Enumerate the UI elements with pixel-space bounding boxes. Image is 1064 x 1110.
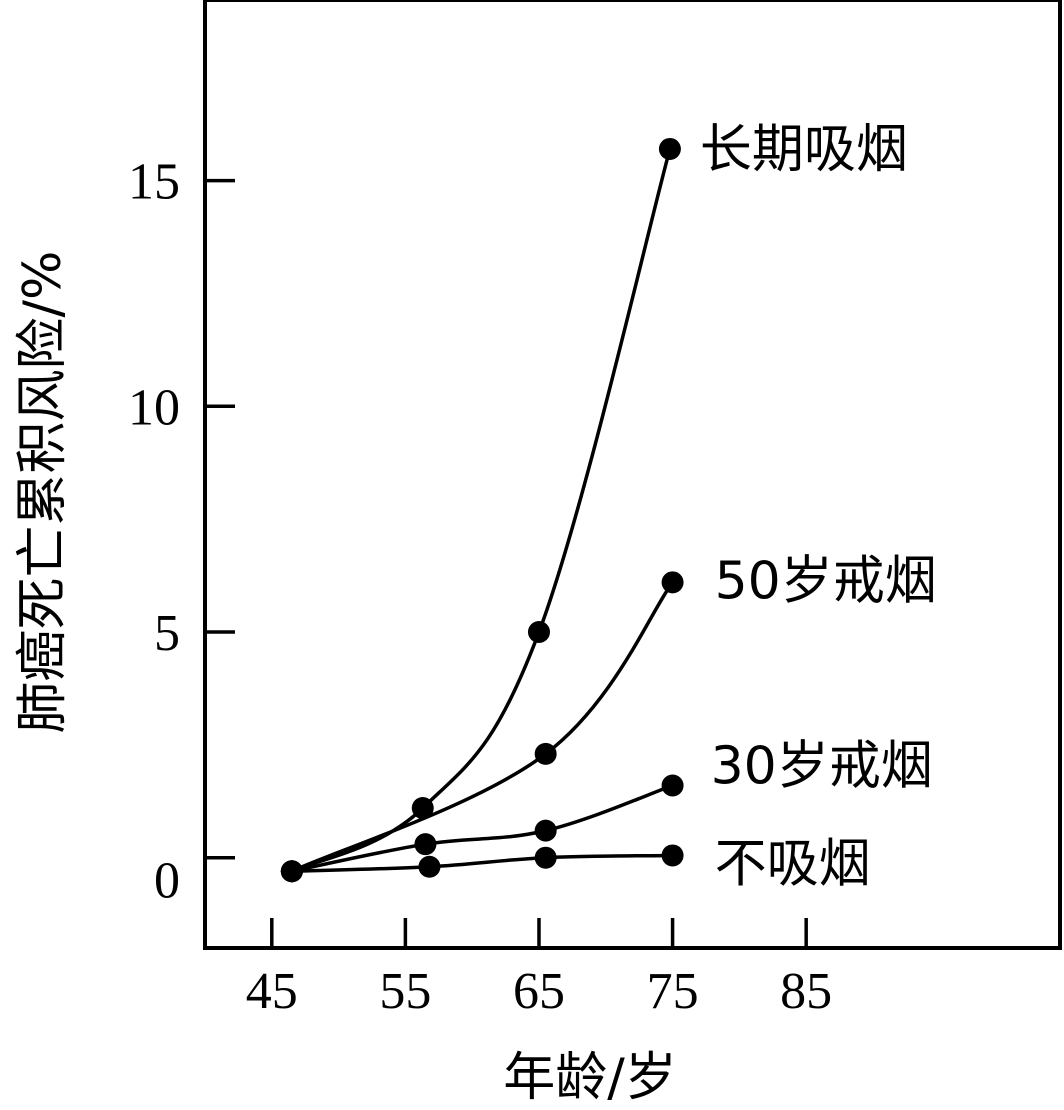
- series-2-point-2: [534, 819, 557, 842]
- x-axis-ticks: 45 55 65 75 85: [246, 918, 832, 1020]
- series-3-point-1: [418, 855, 441, 878]
- x-tick-label-85: 85: [780, 963, 832, 1020]
- series-line-3: [291, 853, 673, 874]
- x-tick-label-55: 55: [379, 963, 431, 1020]
- series-label-1: 50岁戒烟: [715, 551, 937, 611]
- series-line-1: [291, 581, 674, 873]
- x-tick-label-75: 75: [647, 963, 699, 1020]
- y-tick-label-10: 10: [128, 379, 180, 436]
- series-line-0: [291, 148, 672, 873]
- x-tick-label-65: 65: [513, 963, 565, 1020]
- series-0-point-3: [658, 137, 681, 160]
- series-label-3: 不吸烟: [715, 834, 871, 894]
- series-line-2: [291, 783, 674, 873]
- x-tick-label-45: 45: [246, 963, 298, 1020]
- series-points: [280, 137, 684, 883]
- series-0-point-1: [411, 797, 434, 820]
- series-1-point-1: [534, 742, 557, 765]
- x-axis-title: 年龄/岁: [503, 1048, 677, 1108]
- series-0-point-2: [527, 621, 550, 643]
- series-label-2: 30岁戒烟: [711, 736, 933, 796]
- y-axis-title: 肺癌死亡累积风险/%: [13, 251, 73, 734]
- series-curves: [291, 148, 674, 874]
- series-1-point-2: [661, 571, 684, 594]
- y-axis-ticks: 0 5 10 15: [128, 154, 235, 910]
- plot-frame: [203, 0, 1062, 950]
- series-2-point-3: [661, 774, 684, 797]
- y-tick-label-15: 15: [128, 154, 180, 211]
- series-3-point-3: [661, 844, 684, 867]
- series-2-point-1: [414, 833, 437, 856]
- series-3-point-0: [280, 860, 303, 883]
- series-label-0: 长期吸烟: [700, 120, 908, 180]
- series-3-point-2: [534, 846, 557, 869]
- y-tick-label-0: 0: [154, 853, 180, 910]
- y-tick-label-5: 5: [154, 605, 180, 662]
